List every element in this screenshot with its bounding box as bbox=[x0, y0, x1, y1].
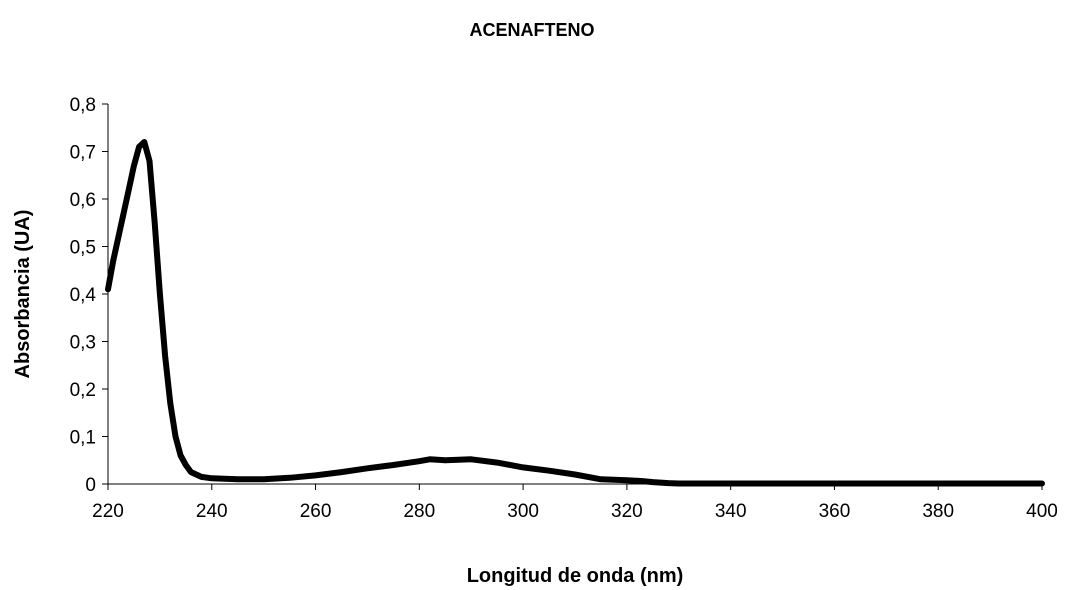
x-axis-title: Longitud de onda (nm) bbox=[467, 565, 684, 587]
x-axis-ticks: 220 240 260 280 300 320 340 360 380 400 bbox=[92, 484, 1058, 522]
y-tick-label: 0,4 bbox=[70, 285, 97, 306]
x-tick-label: 320 bbox=[611, 501, 643, 522]
y-axis-title: Absorbancia (UA) bbox=[12, 210, 34, 379]
y-tick-label: 0,3 bbox=[70, 333, 96, 354]
series-line bbox=[105, 139, 1045, 487]
y-tick-label: 0,8 bbox=[70, 95, 96, 116]
y-axis-ticks: 0 0,1 0,2 0,3 0,4 0,5 0,6 0,7 0,8 bbox=[70, 95, 108, 496]
x-tick-label: 340 bbox=[715, 501, 747, 522]
x-tick-label: 240 bbox=[196, 501, 228, 522]
y-tick-label: 0,6 bbox=[70, 190, 96, 211]
chart-title: ACENAFTENO bbox=[470, 20, 595, 40]
x-tick-label: 400 bbox=[1026, 501, 1058, 522]
series-layer bbox=[105, 139, 1045, 487]
x-tick-label: 260 bbox=[300, 501, 332, 522]
x-tick-label: 360 bbox=[819, 501, 851, 522]
x-tick-label: 300 bbox=[507, 501, 539, 522]
y-tick-label: 0,5 bbox=[70, 238, 96, 259]
x-tick-label: 220 bbox=[92, 501, 124, 522]
y-tick-label: 0,7 bbox=[70, 143, 96, 164]
y-tick-label: 0 bbox=[85, 475, 96, 496]
y-tick-label: 0,2 bbox=[70, 380, 96, 401]
x-tick-label: 280 bbox=[403, 501, 435, 522]
y-tick-label: 0,1 bbox=[70, 428, 96, 449]
x-tick-label: 380 bbox=[922, 501, 954, 522]
